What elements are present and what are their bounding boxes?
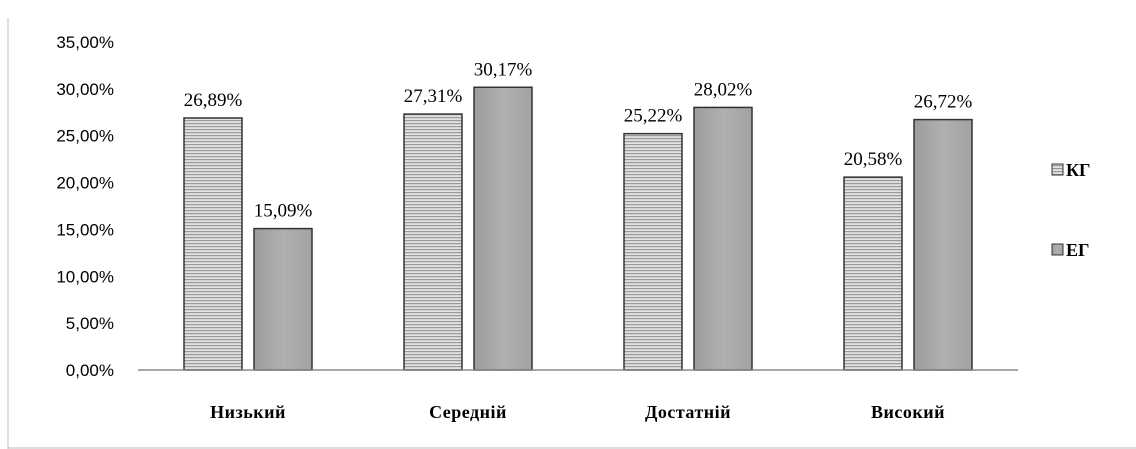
y-tick-label: 35,00% bbox=[56, 33, 114, 52]
legend-swatch-kg bbox=[1051, 163, 1064, 176]
data-label: 25,22% bbox=[624, 106, 683, 127]
y-tick-label: 15,00% bbox=[56, 220, 114, 239]
y-tick-label: 20,00% bbox=[56, 174, 114, 193]
data-label: 15,09% bbox=[254, 201, 313, 222]
y-tick-label: 30,00% bbox=[56, 80, 114, 99]
y-axis: 0,00% 5,00% 10,00% 15,00% 20,00% 25,00% 30,00%… bbox=[56, 33, 114, 380]
legend-swatch-eg bbox=[1051, 243, 1064, 256]
y-tick-label: 25,00% bbox=[56, 127, 114, 146]
bar-kg bbox=[843, 176, 903, 371]
bar-kg bbox=[183, 117, 243, 371]
data-label: 26,89% bbox=[184, 90, 243, 111]
x-tick-label: Низький bbox=[210, 402, 286, 422]
y-tick-label: 10,00% bbox=[56, 267, 114, 286]
data-label: 30,17% bbox=[474, 59, 533, 80]
bar-eg bbox=[473, 86, 533, 371]
bar-eg bbox=[693, 106, 753, 371]
bar-eg bbox=[253, 227, 313, 371]
bar-eg bbox=[913, 118, 973, 371]
data-label: 27,31% bbox=[404, 86, 463, 107]
x-tick-label: Достатній bbox=[645, 402, 731, 422]
y-tick-label: 5,00% bbox=[66, 314, 114, 333]
legend-label-kg: КГ bbox=[1066, 160, 1091, 180]
data-label: 26,72% bbox=[914, 92, 973, 113]
bars-group bbox=[183, 86, 973, 371]
data-label: 20,58% bbox=[844, 149, 903, 170]
y-tick-label: 0,00% bbox=[66, 361, 114, 380]
legend: КГ ЕГ bbox=[1051, 160, 1091, 260]
bar-kg bbox=[403, 113, 463, 371]
x-tick-label: Середній bbox=[429, 402, 507, 422]
legend-label-eg: ЕГ bbox=[1066, 240, 1089, 260]
data-labels-group: 26,89% 15,09% 27,31% 30,17% 25,22% 28,02% 20,5… bbox=[184, 59, 973, 221]
data-label: 28,02% bbox=[694, 79, 753, 100]
bar-kg bbox=[623, 132, 683, 371]
x-tick-label: Високий bbox=[871, 402, 945, 422]
x-axis: Низький Середній Достатній Високий bbox=[138, 369, 1018, 422]
